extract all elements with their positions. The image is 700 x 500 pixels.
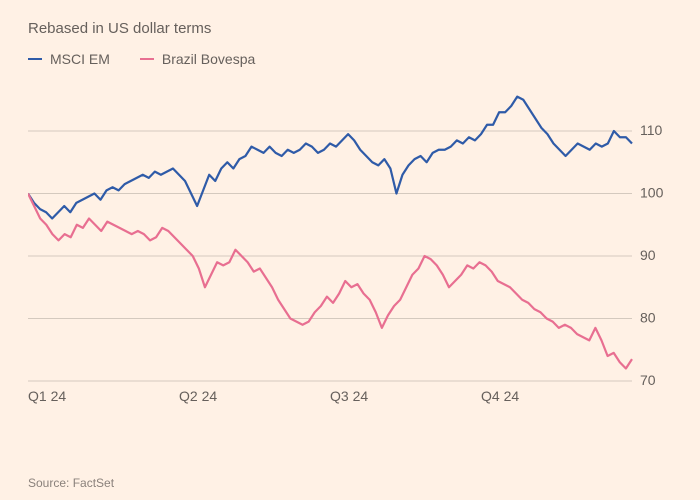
legend-swatch-msci (28, 58, 42, 61)
series-line-0 (28, 97, 632, 219)
source-note: Source: FactSet (28, 476, 114, 490)
legend-item-bovespa: Brazil Bovespa (140, 51, 255, 67)
legend-item-msci: MSCI EM (28, 51, 110, 67)
chart-subtitle: Rebased in US dollar terms (28, 20, 672, 37)
legend: MSCI EM Brazil Bovespa (28, 51, 672, 67)
plot-area: 70 80 90 100 110 Q1 24 Q2 24 Q3 24 Q4 24 (28, 81, 672, 421)
y-axis-label: 100 (640, 185, 664, 201)
x-axis-label: Q3 24 (330, 388, 368, 404)
y-axis-label: 110 (640, 122, 663, 138)
chart-container: Rebased in US dollar terms MSCI EM Brazi… (28, 20, 672, 472)
series-line-1 (28, 194, 632, 369)
legend-label-bovespa: Brazil Bovespa (162, 51, 255, 67)
chart-svg: 70 80 90 100 110 Q1 24 Q2 24 Q3 24 Q4 24 (28, 81, 672, 421)
x-axis-label: Q4 24 (481, 388, 519, 404)
legend-label-msci: MSCI EM (50, 51, 110, 67)
y-axis-label: 70 (640, 372, 656, 388)
x-axis-label: Q2 24 (179, 388, 217, 404)
y-axis-label: 80 (640, 310, 656, 326)
x-axis-label: Q1 24 (28, 388, 66, 404)
legend-swatch-bovespa (140, 58, 154, 61)
y-axis-label: 90 (640, 247, 656, 263)
